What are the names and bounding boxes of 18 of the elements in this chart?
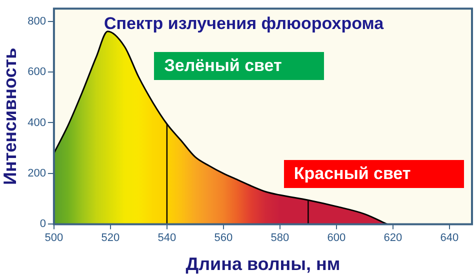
y-tick-label: 200 [28, 168, 46, 180]
x-tick-label: 560 [214, 232, 233, 244]
y-axis-title: Интенсивность [0, 48, 20, 185]
y-tick-label: 400 [28, 116, 46, 129]
x-axis-title: Длина волны, нм [186, 254, 340, 274]
x-tick-label: 600 [327, 232, 346, 244]
caption-box: Зелёный свет [154, 52, 324, 80]
x-tick-label: 580 [270, 232, 290, 244]
x-tick-label: 620 [384, 232, 402, 244]
y-tick-label: 800 [28, 15, 46, 28]
x-tick-label: 520 [101, 232, 120, 244]
chart-title: Спектр излучения флюорохрома [104, 14, 384, 34]
y-tick-label: 600 [28, 66, 46, 78]
y-tick-label: 0 [40, 218, 46, 230]
caption-box: Красный свет [284, 160, 464, 188]
x-tick-label: 640 [440, 232, 459, 244]
x-tick-label: 540 [158, 232, 176, 244]
x-tick-label: 500 [44, 232, 64, 244]
